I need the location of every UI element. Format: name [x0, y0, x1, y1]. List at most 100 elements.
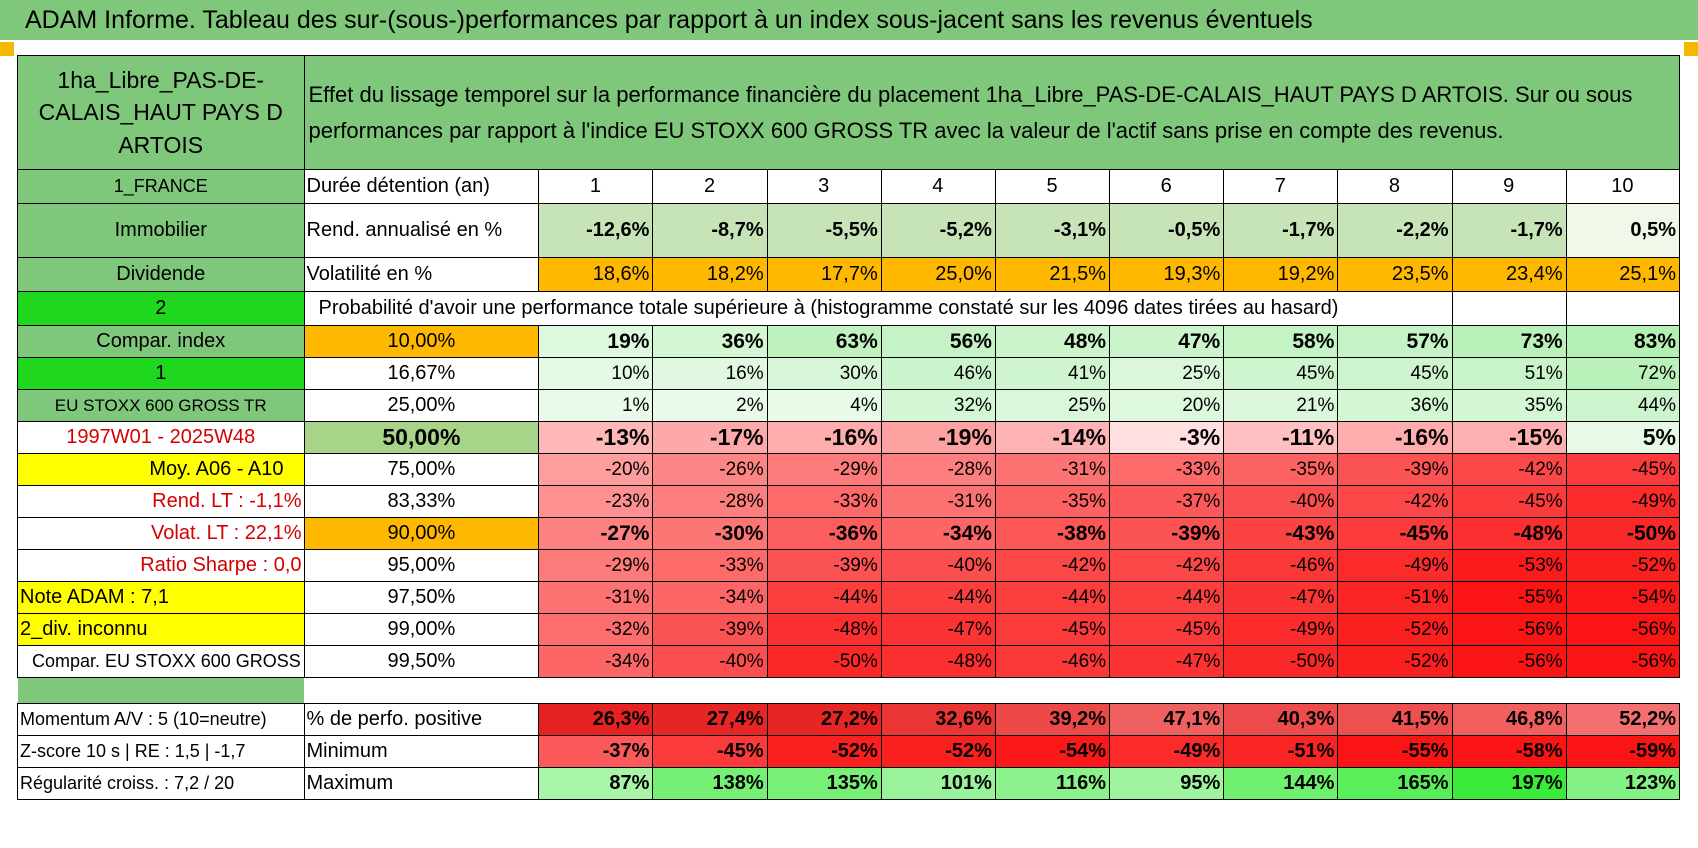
quantile-cell: 63% [766, 325, 882, 358]
maximum-cell: 138% [652, 767, 768, 800]
quantile-cell: -50% [766, 645, 882, 678]
volatility-cell: 23,5% [1337, 257, 1453, 292]
annualized-return-cell: -1,7% [1451, 203, 1567, 258]
quantile-cell: -36% [766, 517, 882, 550]
quantile-label: 97,50% [303, 581, 540, 614]
quantile-cell: -17% [652, 421, 768, 454]
quantile-cell: -45% [1451, 485, 1567, 518]
empty-cell [1565, 291, 1681, 326]
quantile-cell: -40% [880, 549, 996, 582]
quantile-cell: 56% [880, 325, 996, 358]
quantile-cell: -42% [1109, 549, 1225, 582]
quantile-cell: -28% [880, 453, 996, 486]
quantile-cell: -40% [652, 645, 768, 678]
quantile-cell: -39% [766, 549, 882, 582]
quantile-cell: -48% [766, 613, 882, 646]
quantile-cell: -34% [880, 517, 996, 550]
long-term-volatility: Volat. LT : 22,1% [17, 517, 305, 550]
quantile-label: 10,00% [303, 325, 540, 358]
minimum-cell: -49% [1109, 735, 1225, 768]
quantile-cell: -32% [538, 613, 654, 646]
quantile-label: 90,00% [303, 517, 540, 550]
quantile-cell: -46% [1223, 549, 1339, 582]
quantile-cell: -42% [1451, 453, 1567, 486]
quantile-cell: 57% [1337, 325, 1453, 358]
volatility-label: Volatilité en % [303, 257, 540, 292]
quantile-cell: -49% [1223, 613, 1339, 646]
quantile-label: 50,00% [303, 421, 540, 454]
quantile-cell: -37% [1109, 485, 1225, 518]
quantile-cell: -34% [538, 645, 654, 678]
quantile-cell: 5% [1565, 421, 1681, 454]
quantile-cell: 35% [1451, 389, 1567, 422]
maximum-cell: 95% [1109, 767, 1225, 800]
quantile-cell: -27% [538, 517, 654, 550]
dividend-label: Dividende [17, 257, 305, 292]
quantile-cell: 2% [652, 389, 768, 422]
quantile-cell: -26% [652, 453, 768, 486]
separator [17, 677, 304, 704]
quantile-cell: 48% [994, 325, 1111, 358]
quantile-cell: -35% [1223, 453, 1339, 486]
quantile-cell: -56% [1451, 645, 1567, 678]
quantile-cell: 30% [766, 357, 882, 390]
selector-two[interactable]: 2 [17, 291, 305, 326]
quantile-cell: -3% [1109, 421, 1225, 454]
quantile-cell: -44% [994, 581, 1111, 614]
quantile-cell: -39% [1337, 453, 1453, 486]
minimum-cell: -51% [1223, 735, 1339, 768]
quantile-label: 16,67% [303, 357, 540, 390]
minimum-cell: -52% [880, 735, 996, 768]
quantile-cell: 73% [1451, 325, 1567, 358]
quantile-cell: -30% [652, 517, 768, 550]
regularity-label: Régularité croiss. : 7,2 / 20 [17, 767, 305, 800]
annualized-return-cell: -3,1% [994, 203, 1111, 258]
quantile-cell: -40% [1223, 485, 1339, 518]
annualized-return-cell: -5,5% [766, 203, 882, 258]
minimum-cell: -55% [1337, 735, 1453, 768]
quantile-cell: 45% [1337, 357, 1453, 390]
quantile-cell: -48% [880, 645, 996, 678]
volatility-cell: 23,4% [1451, 257, 1567, 292]
quantile-cell: 1% [538, 389, 654, 422]
quantile-cell: -14% [994, 421, 1111, 454]
positive-performance-cell: 40,3% [1223, 703, 1339, 736]
quantile-cell: 51% [1451, 357, 1567, 390]
period-label: 1997W01 - 2025W48 [17, 421, 305, 454]
quantile-cell: -11% [1223, 421, 1339, 454]
quantile-cell: 32% [880, 389, 996, 422]
quantile-cell: 45% [1223, 357, 1339, 390]
selector-one[interactable]: 1 [17, 357, 305, 390]
quantile-cell: -55% [1451, 581, 1567, 614]
positive-performance-cell: 46,8% [1451, 703, 1567, 736]
quantile-cell: 36% [652, 325, 768, 358]
quantile-cell: 46% [880, 357, 996, 390]
maximum-cell: 197% [1451, 767, 1567, 800]
positive-performance-cell: 32,6% [880, 703, 996, 736]
quantile-cell: -47% [1223, 581, 1339, 614]
country-label: 1_FRANCE [17, 169, 305, 204]
quantile-label: 25,00% [303, 389, 540, 422]
average-label: Moy. A06 - A10 [17, 453, 305, 486]
asset-name: 1ha_Libre_PAS-DE-CALAIS_HAUT PAYS D ARTO… [17, 55, 305, 170]
positive-performance-cell: 52,2% [1565, 703, 1681, 736]
report-description: Effet du lissage temporel sur la perform… [303, 55, 1680, 170]
positive-performance-cell: 41,5% [1337, 703, 1453, 736]
quantile-cell: 19% [538, 325, 654, 358]
quantile-cell: 47% [1109, 325, 1225, 358]
maximum-cell: 135% [766, 767, 882, 800]
quantile-cell: -15% [1451, 421, 1567, 454]
quantile-cell: -51% [1337, 581, 1453, 614]
quantile-cell: 36% [1337, 389, 1453, 422]
quantile-cell: -16% [766, 421, 882, 454]
performance-table: 1ha_Libre_PAS-DE-CALAIS_HAUT PAYS D ARTO… [17, 55, 1681, 845]
quantile-cell: 20% [1109, 389, 1225, 422]
dividend-status: 2_div. inconnu [17, 613, 305, 646]
minimum-cell: -45% [652, 735, 768, 768]
maximum-cell: 123% [1565, 767, 1681, 800]
positive-performance-cell: 47,1% [1109, 703, 1225, 736]
quantile-cell: 72% [1565, 357, 1681, 390]
quantile-cell: -56% [1451, 613, 1567, 646]
volatility-cell: 19,2% [1223, 257, 1339, 292]
quantile-cell: -52% [1337, 645, 1453, 678]
